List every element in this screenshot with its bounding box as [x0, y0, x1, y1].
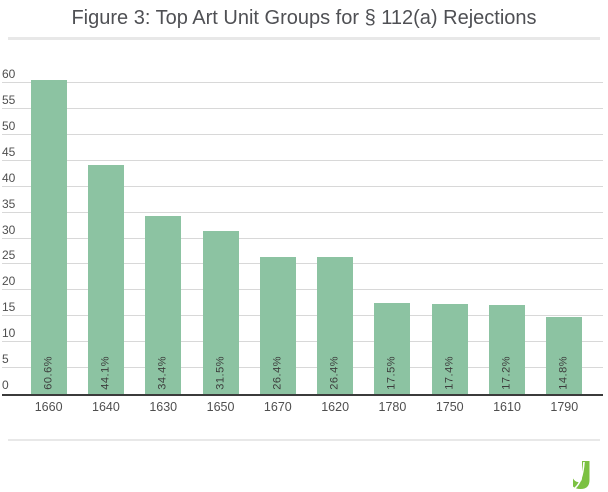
y-tick-label-30: 30: [2, 222, 16, 237]
bar-value-label-1640: 44.1%: [99, 356, 112, 390]
x-tick-label-1640: 1640: [92, 400, 120, 414]
bar-slot-1620: 26.4%: [306, 83, 363, 394]
gridline-30: [2, 237, 603, 239]
bar-slot-1640: 44.1%: [77, 83, 134, 394]
bar-value-label-1750: 17.4%: [443, 356, 456, 390]
y-tick-label-45: 45: [2, 144, 16, 159]
bar-value-label-1630: 34.4%: [156, 356, 169, 390]
y-tick-label-40: 40: [2, 170, 16, 185]
gridline-25: [2, 263, 603, 265]
bar-value-label-1620: 26.4%: [328, 356, 341, 390]
x-tick-label-1660: 1660: [34, 400, 63, 414]
gridline-60: [2, 82, 603, 83]
y-tick-label-5: 5: [2, 352, 9, 367]
gridline-35: [2, 211, 603, 213]
bar-1790: 14.8%: [546, 317, 583, 394]
bar-slot-1650: 31.5%: [192, 83, 249, 394]
bar-value-label-1610: 17.2%: [500, 356, 513, 390]
figure-title: Figure 3: Top Art Unit Groups for § 112(…: [71, 7, 537, 29]
bar-value-label-1660: 60.6%: [42, 356, 55, 390]
bar-slot-1630: 34.4%: [135, 83, 192, 394]
gridline-50: [2, 133, 603, 135]
bar-1670: 26.4%: [259, 257, 296, 394]
gridline-45: [2, 159, 603, 161]
bar-value-label-1650: 31.5%: [214, 356, 227, 390]
y-tick-label-10: 10: [2, 326, 16, 341]
gridline-10: [2, 341, 603, 343]
bar-1660: 60.6%: [30, 79, 67, 394]
bottom-divider: [8, 439, 600, 441]
bar-1780: 17.5%: [374, 303, 411, 394]
bar-1650: 31.5%: [202, 230, 239, 394]
y-tick-label-25: 25: [2, 248, 16, 263]
y-tick-label-50: 50: [2, 118, 16, 133]
bar-slot-1790: 14.8%: [536, 83, 593, 394]
gridline-15: [2, 315, 603, 317]
y-tick-label-15: 15: [2, 300, 16, 315]
gridline-5: [2, 367, 603, 369]
x-tick-label-1790: 1790: [550, 400, 579, 414]
y-tick-label-35: 35: [2, 196, 16, 211]
x-tick-label-1620: 1620: [321, 400, 350, 414]
x-tick-label-1750: 1750: [435, 400, 464, 414]
gridline-55: [2, 107, 603, 109]
bar-series: 60.6% 44.1% 34.4% 31.5% 26.4% 26.4% 17.5% 17.4%…: [20, 79, 593, 394]
x-tick-label-1630: 1630: [149, 400, 178, 414]
y-tick-label-0: 0: [2, 378, 9, 392]
bar-1610: 17.2%: [489, 304, 526, 394]
y-tick-label-55: 55: [2, 92, 16, 107]
y-tick-label-60: 60: [2, 67, 16, 81]
bar-1620: 26.4%: [317, 257, 354, 394]
bar-value-label-1790: 14.8%: [557, 356, 570, 390]
bar-value-label-1670: 26.4%: [271, 356, 284, 390]
bar-value-label-1780: 17.5%: [385, 356, 398, 390]
bar-1640: 44.1%: [87, 165, 124, 394]
x-tick-label-1650: 1650: [206, 400, 235, 414]
x-tick-label-1780: 1780: [378, 400, 407, 414]
gridline-20: [2, 289, 603, 291]
bar-slot-1660: 60.6%: [20, 79, 77, 394]
bar-1750: 17.4%: [431, 303, 468, 394]
bar-slot-1670: 26.4%: [249, 83, 306, 394]
bar-slot-1750: 17.4%: [421, 83, 478, 394]
top-divider: [8, 37, 600, 40]
x-tick-label-1670: 1670: [263, 400, 292, 414]
x-axis-line: [2, 394, 603, 396]
x-axis-labels: 1660 1640 1630 1650 1670 1620 1780 1750 1610 1790: [20, 400, 593, 414]
plot-gridlines: [2, 82, 603, 394]
x-tick-label-1610: 1610: [493, 400, 521, 414]
bar-1630: 34.4%: [145, 215, 182, 394]
bar-slot-1610: 17.2%: [478, 83, 535, 394]
bar-slot-1780: 17.5%: [364, 83, 421, 394]
y-axis-labels: 0 5 10 15 20 25 30 35 40 45 50 55 60: [2, 68, 26, 394]
y-tick-label-20: 20: [2, 274, 16, 289]
gridline-40: [2, 185, 603, 187]
juristat-j-logo: [573, 461, 590, 489]
